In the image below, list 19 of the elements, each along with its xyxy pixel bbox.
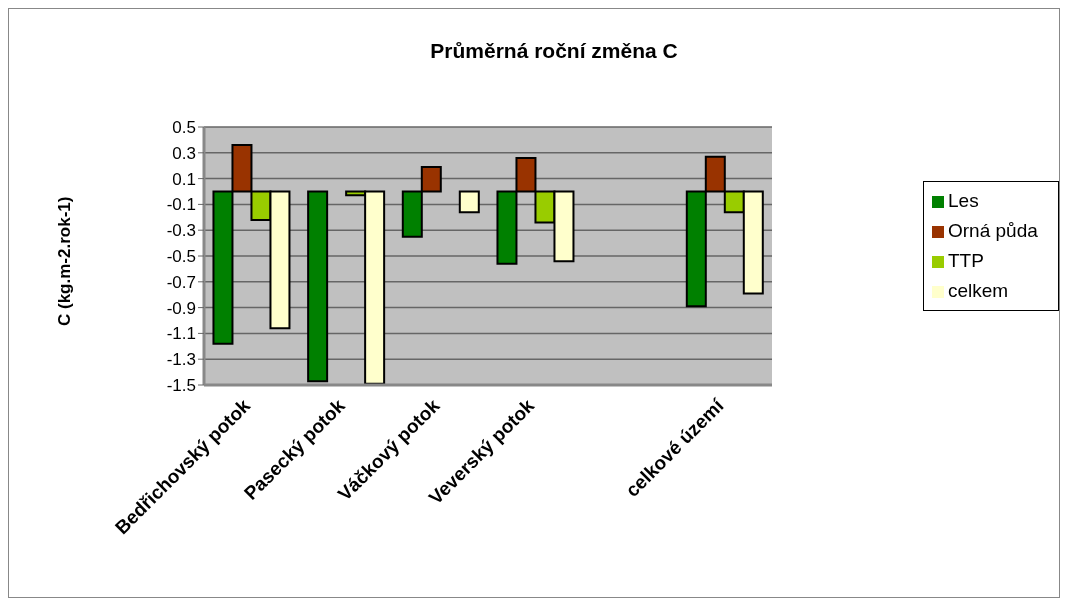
y-tick-label: 0.1: [172, 169, 196, 189]
y-tick-label: -0.3: [166, 221, 196, 241]
y-tick-label: -1.5: [166, 376, 196, 396]
legend-label: celkem: [948, 280, 1009, 301]
y-tick-label: -0.5: [166, 247, 196, 267]
legend-label: TTP: [948, 250, 984, 271]
y-tick-label: -0.9: [166, 298, 196, 318]
y-tick-label: -1.3: [166, 350, 196, 370]
chart-title: Průměrná roční změna C: [429, 39, 679, 63]
y-tick-label: 0.5: [172, 118, 196, 138]
bar: [458, 190, 480, 214]
y-axis-title: C (kg.m-2.rok-1): [55, 196, 75, 326]
y-tick-label: -0.7: [166, 272, 196, 292]
y-tick-label: 0.3: [172, 143, 196, 163]
y-tick-label: -1.1: [166, 324, 196, 344]
legend-label: Les: [948, 190, 979, 211]
legend-label: Orná půda: [948, 220, 1038, 241]
bar: [307, 190, 329, 383]
y-tick-label: -0.1: [166, 195, 196, 215]
